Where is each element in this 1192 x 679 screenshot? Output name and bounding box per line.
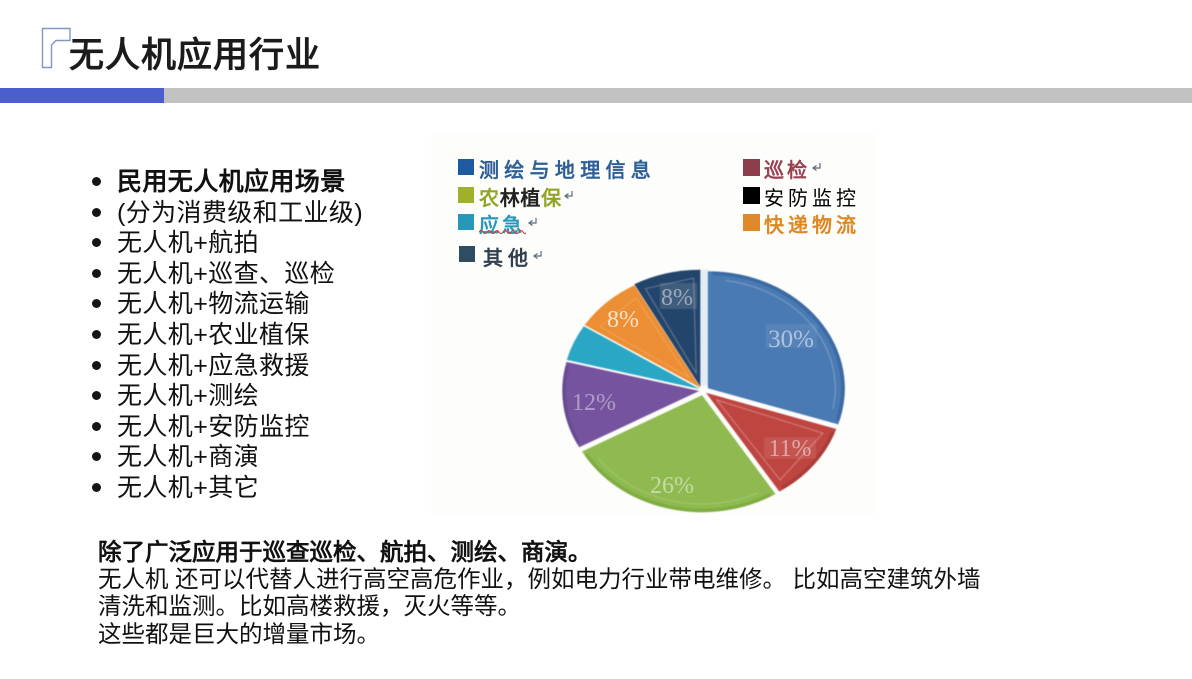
svg-text:30%: 30% bbox=[768, 326, 814, 353]
svg-text:26%: 26% bbox=[650, 473, 694, 499]
svg-text:8%: 8% bbox=[607, 307, 639, 333]
svg-text:11%: 11% bbox=[768, 436, 811, 462]
svg-text:8%: 8% bbox=[661, 285, 693, 311]
svg-text:12%: 12% bbox=[572, 390, 616, 416]
